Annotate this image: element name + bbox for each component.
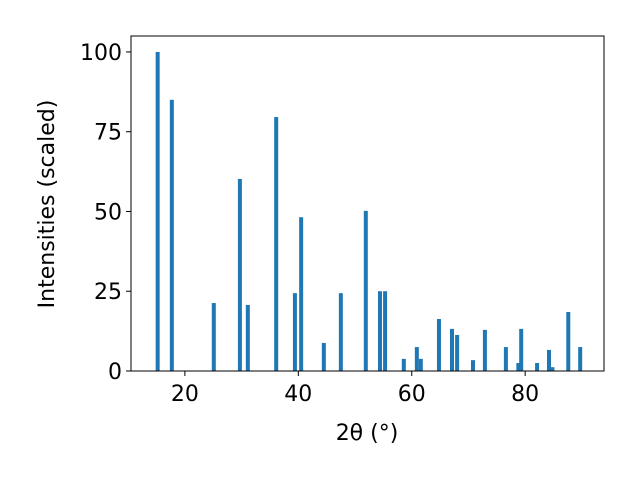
bar bbox=[578, 347, 583, 371]
bar bbox=[550, 367, 555, 371]
bar bbox=[414, 347, 419, 371]
bar bbox=[211, 303, 216, 371]
bar bbox=[338, 293, 343, 371]
x-tick-label: 60 bbox=[398, 382, 426, 407]
bar bbox=[470, 360, 475, 371]
bar bbox=[436, 318, 441, 371]
bar bbox=[245, 304, 250, 371]
y-tick-label: 50 bbox=[94, 200, 122, 225]
x-tick-label: 80 bbox=[511, 382, 539, 407]
bar bbox=[401, 358, 406, 371]
bar bbox=[546, 349, 551, 371]
y-tick-label: 100 bbox=[80, 41, 122, 66]
y-tick-label: 75 bbox=[94, 121, 122, 146]
bar bbox=[516, 363, 521, 371]
bar bbox=[274, 117, 279, 372]
plot-frame bbox=[130, 35, 605, 372]
x-tick-label: 40 bbox=[284, 382, 312, 407]
bar bbox=[455, 334, 460, 371]
bar bbox=[566, 311, 571, 371]
bar bbox=[169, 99, 174, 372]
y-axis-label: Intensities (scaled) bbox=[35, 100, 60, 309]
bar bbox=[155, 51, 160, 371]
bar bbox=[377, 291, 382, 371]
bar bbox=[503, 347, 508, 371]
bar bbox=[292, 293, 297, 371]
y-tick-label: 25 bbox=[94, 280, 122, 305]
x-tick-label: 20 bbox=[171, 382, 199, 407]
bar bbox=[519, 328, 524, 371]
bar bbox=[482, 329, 487, 371]
bar bbox=[321, 342, 326, 371]
bar bbox=[299, 217, 304, 371]
bar bbox=[418, 358, 423, 371]
x-axis-label: 2θ (°) bbox=[336, 421, 399, 446]
bar bbox=[450, 328, 455, 371]
y-tick-label: 0 bbox=[108, 360, 122, 385]
bar bbox=[237, 178, 242, 371]
bar bbox=[535, 363, 540, 371]
bar bbox=[383, 291, 388, 371]
bar bbox=[363, 210, 368, 371]
